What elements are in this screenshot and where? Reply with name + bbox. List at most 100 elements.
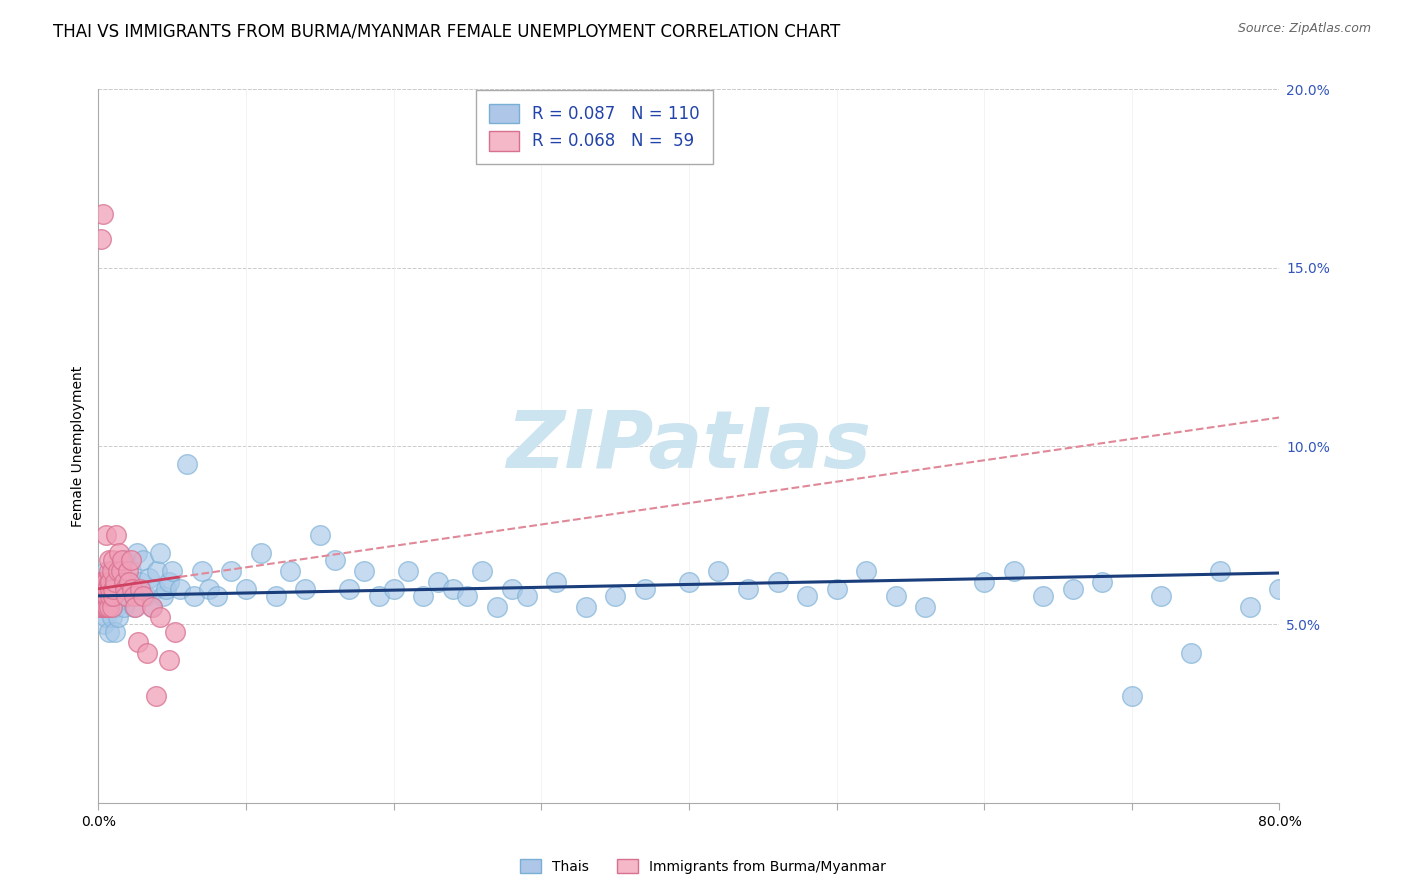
- Point: [501, 582, 523, 596]
- Point: [136, 646, 159, 660]
- Point: [309, 528, 332, 542]
- Point: [90, 589, 112, 603]
- Point: [89, 574, 111, 589]
- Point: [368, 589, 391, 603]
- Point: [157, 653, 180, 667]
- Point: [169, 582, 191, 596]
- Point: [128, 574, 150, 589]
- Point: [111, 553, 134, 567]
- Point: [94, 589, 117, 603]
- Point: [105, 599, 128, 614]
- Point: [855, 564, 877, 578]
- Point: [127, 635, 149, 649]
- Point: [94, 564, 117, 578]
- Point: [219, 564, 242, 578]
- Point: [323, 553, 346, 567]
- Point: [89, 589, 111, 603]
- Point: [91, 207, 114, 221]
- Point: [107, 610, 129, 624]
- Point: [141, 599, 163, 614]
- Point: [145, 689, 167, 703]
- Y-axis label: Female Unemployment: Female Unemployment: [70, 366, 84, 526]
- Point: [1150, 589, 1173, 603]
- Point: [93, 617, 115, 632]
- Point: [98, 599, 121, 614]
- Point: [825, 582, 848, 596]
- Point: [91, 574, 114, 589]
- Point: [107, 589, 129, 603]
- Point: [103, 553, 125, 567]
- Point: [278, 564, 302, 578]
- Point: [1180, 646, 1202, 660]
- Point: [574, 599, 596, 614]
- Point: [93, 589, 115, 603]
- Point: [107, 564, 129, 578]
- Point: [94, 610, 117, 624]
- Text: THAI VS IMMIGRANTS FROM BURMA/MYANMAR FEMALE UNEMPLOYMENT CORRELATION CHART: THAI VS IMMIGRANTS FROM BURMA/MYANMAR FE…: [53, 22, 841, 40]
- Point: [97, 599, 120, 614]
- Point: [104, 574, 127, 589]
- Point: [884, 589, 907, 603]
- Point: [176, 457, 198, 471]
- Point: [120, 553, 142, 567]
- Point: [100, 564, 122, 578]
- Point: [91, 599, 114, 614]
- Point: [149, 546, 172, 560]
- Point: [110, 564, 132, 578]
- Point: [138, 571, 160, 585]
- Point: [89, 599, 111, 614]
- Point: [1121, 689, 1143, 703]
- Point: [339, 582, 360, 596]
- Point: [162, 564, 183, 578]
- Point: [441, 582, 464, 596]
- Point: [111, 582, 134, 596]
- Point: [264, 589, 287, 603]
- Point: [103, 564, 125, 578]
- Point: [118, 574, 141, 589]
- Point: [103, 589, 125, 603]
- Point: [100, 582, 122, 596]
- Point: [149, 610, 172, 624]
- Point: [122, 589, 145, 603]
- Point: [115, 589, 138, 603]
- Point: [135, 589, 157, 603]
- Point: [737, 582, 759, 596]
- Point: [110, 564, 132, 578]
- Point: [117, 582, 139, 596]
- Point: [146, 564, 169, 578]
- Point: [1062, 582, 1084, 596]
- Point: [427, 574, 450, 589]
- Point: [96, 589, 118, 603]
- Point: [456, 589, 478, 603]
- Point: [132, 589, 155, 603]
- Point: [104, 582, 127, 596]
- Point: [90, 582, 112, 596]
- Point: [396, 564, 419, 578]
- Point: [91, 582, 114, 596]
- Point: [98, 589, 121, 603]
- Point: [94, 582, 117, 596]
- Point: [105, 528, 128, 542]
- Point: [98, 592, 121, 607]
- Point: [114, 589, 136, 603]
- Point: [90, 574, 112, 589]
- Point: [471, 564, 494, 578]
- Point: [96, 582, 118, 596]
- Legend: R = 0.087   N = 110, R = 0.068   N =  59: R = 0.087 N = 110, R = 0.068 N = 59: [475, 90, 713, 164]
- Point: [96, 582, 118, 596]
- Point: [91, 589, 114, 603]
- Legend: Thais, Immigrants from Burma/Myanmar: Thais, Immigrants from Burma/Myanmar: [513, 852, 893, 880]
- Point: [633, 582, 655, 596]
- Point: [104, 624, 127, 639]
- Point: [108, 582, 131, 596]
- Point: [914, 599, 936, 614]
- Point: [546, 574, 568, 589]
- Point: [132, 553, 155, 567]
- Point: [605, 589, 627, 603]
- Point: [105, 574, 128, 589]
- Point: [294, 582, 316, 596]
- Point: [155, 582, 177, 596]
- Point: [122, 599, 145, 614]
- Point: [93, 599, 115, 614]
- Point: [707, 564, 730, 578]
